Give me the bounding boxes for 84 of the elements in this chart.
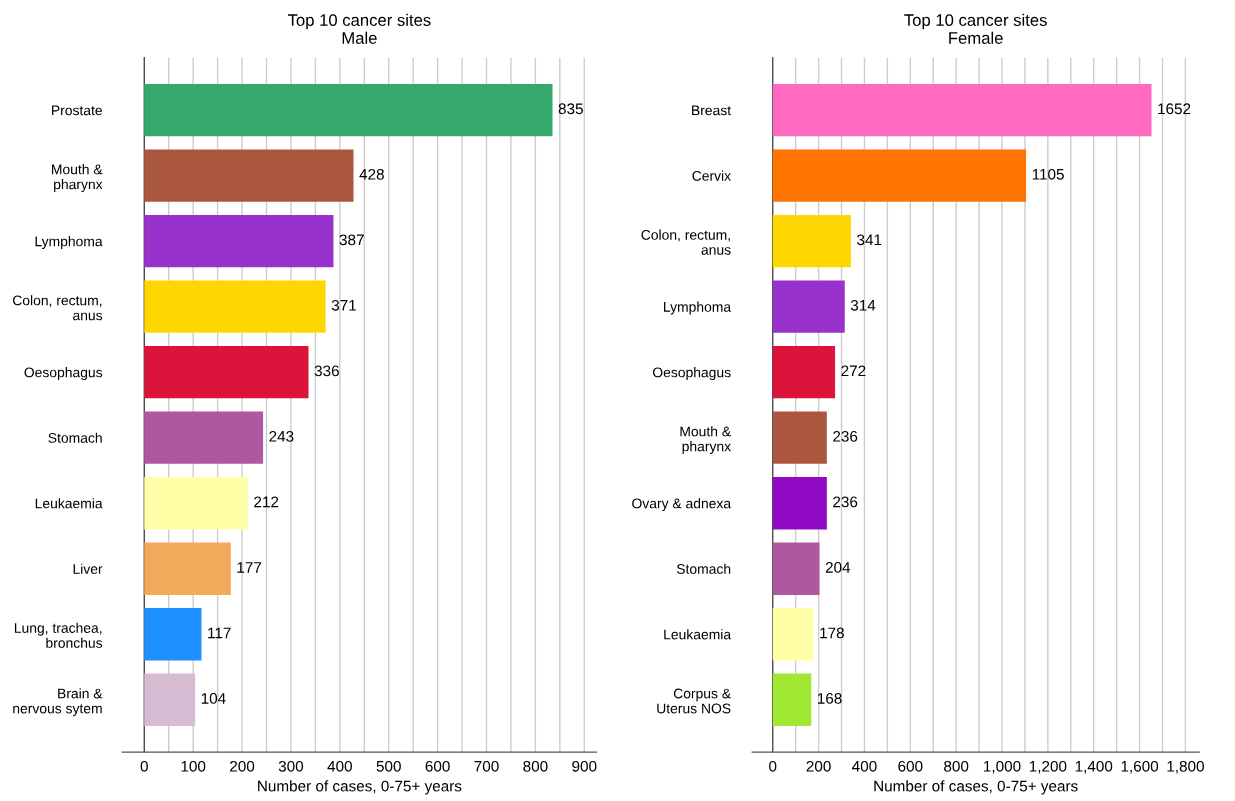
x-tick-label: 200 — [230, 760, 255, 772]
y-tick-label: Leukaemia — [35, 498, 103, 509]
x-axis-title: Number of cases, 0-75+ years — [258, 780, 462, 795]
bar — [144, 476, 248, 530]
x-tick-label: 900 — [572, 760, 597, 772]
bar — [772, 214, 851, 268]
bar — [772, 673, 812, 726]
y-tick-label: Breast — [692, 105, 731, 116]
bar — [144, 83, 553, 137]
data-label: 272 — [841, 365, 866, 377]
bar — [772, 280, 845, 333]
bar — [144, 673, 196, 726]
data-label: 117 — [208, 627, 231, 639]
x-tick-label: 1,800 — [1167, 760, 1204, 774]
data-label: 178 — [820, 627, 844, 639]
y-tick-label: Mouth & pharynx — [52, 164, 103, 192]
x-axis-title: Number of cases, 0-75+ years — [874, 780, 1078, 795]
x-tick-label: 500 — [376, 760, 401, 772]
x-tick-label: 1,000 — [984, 760, 1021, 774]
data-label: 1652 — [1158, 103, 1191, 115]
y-tick-label: Leukaemia — [664, 629, 732, 640]
x-tick-label: 1,600 — [1121, 760, 1159, 774]
y-tick-label: Stomach — [676, 563, 731, 574]
data-label: 428 — [359, 168, 384, 180]
data-label: 314 — [850, 299, 876, 311]
y-tick-label: Prostate — [52, 105, 102, 116]
y-tick-label: Corpus & Uterus NOS — [657, 688, 731, 714]
x-tick-label: 1,200 — [1029, 760, 1067, 774]
y-tick-label: Lymphoma — [35, 236, 103, 250]
data-label: 236 — [833, 430, 858, 442]
x-tick-label: 700 — [474, 760, 499, 772]
data-label: 236 — [833, 496, 858, 508]
y-tick-label: Lung, trachea, bronchus — [14, 622, 103, 648]
y-tick-label: Lymphoma — [664, 301, 732, 315]
y-tick-label: Colon, rectum, anus — [641, 229, 731, 255]
x-tick-label: 600 — [425, 760, 450, 772]
bar — [772, 345, 836, 399]
bar — [144, 149, 354, 202]
bar — [144, 608, 202, 661]
bar — [144, 411, 264, 464]
data-label: 336 — [314, 365, 339, 377]
bar — [144, 542, 231, 595]
y-tick-label: Oesophagus — [24, 367, 103, 381]
bar — [144, 345, 309, 399]
y-tick-label: Liver — [73, 563, 103, 574]
data-label: 371 — [331, 299, 356, 311]
bar — [772, 476, 827, 530]
data-label: 243 — [269, 430, 294, 442]
data-label: 341 — [857, 234, 882, 246]
data-label: 1105 — [1032, 168, 1064, 180]
chart-title: Top 10 cancer sites Male — [287, 13, 431, 44]
data-label: 204 — [825, 561, 851, 573]
x-tick-label: 300 — [278, 760, 304, 772]
data-label: 835 — [558, 103, 583, 115]
bar — [772, 83, 1152, 137]
data-label: 177 — [237, 562, 262, 573]
x-tick-label: 200 — [806, 760, 831, 772]
chart-title: Top 10 cancer sites Female — [904, 13, 1047, 44]
bar — [144, 280, 326, 333]
bar — [772, 542, 820, 595]
bar — [144, 214, 334, 268]
y-tick-label: Colon, rectum, anus — [13, 295, 103, 321]
y-tick-label: Oesophagus — [652, 367, 731, 381]
data-label: 168 — [817, 693, 842, 704]
data-label: 104 — [201, 693, 226, 704]
data-label: 212 — [254, 496, 279, 508]
bar — [772, 149, 1027, 202]
bar — [772, 608, 814, 661]
data-label: 387 — [339, 234, 364, 246]
y-tick-label: Brain & nervous sytem — [13, 688, 103, 717]
x-tick-label: 800 — [523, 760, 548, 772]
x-tick-label: 400 — [852, 760, 877, 772]
bar — [772, 411, 827, 464]
x-tick-label: 0 — [140, 760, 148, 772]
y-tick-label: Mouth & pharynx — [680, 426, 731, 455]
x-tick-label: 0 — [769, 760, 777, 772]
y-tick-label: Stomach — [48, 432, 102, 443]
x-tick-label: 800 — [944, 760, 969, 772]
y-tick-label: Cervix — [692, 170, 731, 181]
y-tick-label: Ovary & adnexa — [632, 498, 732, 512]
x-tick-label: 400 — [327, 760, 352, 772]
x-tick-label: 1,400 — [1075, 760, 1113, 774]
x-tick-label: 600 — [898, 760, 923, 772]
x-tick-label: 100 — [181, 760, 206, 772]
